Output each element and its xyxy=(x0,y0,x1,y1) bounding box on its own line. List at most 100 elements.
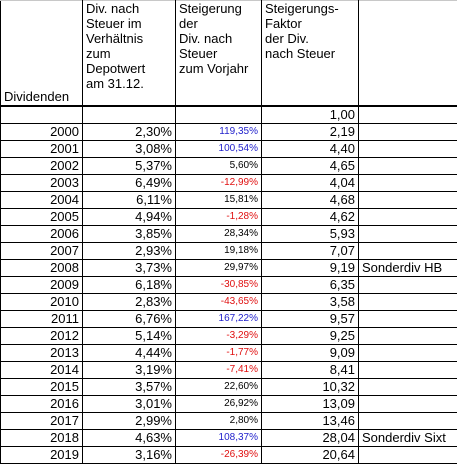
change-cell: -3,29% xyxy=(175,327,262,345)
factor-cell: 10,32 xyxy=(261,378,359,396)
header-line: Steigerung xyxy=(179,1,242,16)
factor-cell: 9,57 xyxy=(261,310,359,328)
note-cell xyxy=(358,191,457,209)
table-row: 2000 2,30% 119,35% 2,19 xyxy=(0,123,457,141)
header-cell xyxy=(358,0,457,107)
note-cell xyxy=(358,446,457,464)
yield-cell: 4,44% xyxy=(82,344,176,362)
yield-cell: 4,94% xyxy=(82,208,176,226)
yield-cell: 2,93% xyxy=(82,242,176,260)
header-line: der xyxy=(179,16,198,31)
yield-cell: 2,99% xyxy=(82,412,176,430)
yield-cell: 4,63% xyxy=(82,429,176,447)
table-row: 2009 6,18% -30,85% 6,35 xyxy=(0,276,457,294)
change-cell: 28,34% xyxy=(175,225,262,243)
yield-cell: 6,11% xyxy=(82,191,176,209)
header-line: Depotwert xyxy=(86,61,146,76)
table-row: 1,00 xyxy=(0,106,457,124)
factor-cell: 4,68 xyxy=(261,191,359,209)
change-cell: 29,97% xyxy=(175,259,262,277)
table-row: 2017 2,99% 2,80% 13,46 xyxy=(0,412,457,430)
yield-cell: 5,14% xyxy=(82,327,176,345)
year-cell: 2016 xyxy=(0,395,83,413)
table-row: 2014 3,19% -7,41% 8,41 xyxy=(0,361,457,379)
table-row: 2001 3,08% 100,54% 4,40 xyxy=(0,140,457,158)
header-cell: Div. nach Steuer im Verhältnis zum Depotwert… xyxy=(82,0,176,107)
year-cell: 2011 xyxy=(0,310,83,328)
table-row: 2018 4,63% 108,37% 28,04 Sonderdiv Sixt xyxy=(0,429,457,447)
header-line: zum xyxy=(86,46,111,61)
year-cell: 2019 xyxy=(0,446,83,464)
header-cell: Steigerungs- Faktor der Div. nach Steuer xyxy=(261,0,359,107)
factor-cell: 2,19 xyxy=(261,123,359,141)
yield-cell: 3,08% xyxy=(82,140,176,158)
table-row: 2015 3,57% 22,60% 10,32 xyxy=(0,378,457,396)
factor-cell: 13,09 xyxy=(261,395,359,413)
yield-cell: 2,30% xyxy=(82,123,176,141)
factor-cell: 8,41 xyxy=(261,361,359,379)
note-cell xyxy=(358,140,457,158)
factor-cell: 5,93 xyxy=(261,225,359,243)
yield-cell: 3,19% xyxy=(82,361,176,379)
note-cell xyxy=(358,157,457,175)
change-cell: 108,37% xyxy=(175,429,262,447)
yield-cell: 2,83% xyxy=(82,293,176,311)
factor-cell: 20,64 xyxy=(261,446,359,464)
header-line: Steigerungs- xyxy=(265,1,339,16)
yield-cell: 6,49% xyxy=(82,174,176,192)
year-cell: 2017 xyxy=(0,412,83,430)
table-row: 2010 2,83% -43,65% 3,58 xyxy=(0,293,457,311)
yield-cell: 6,18% xyxy=(82,276,176,294)
factor-cell: 1,00 xyxy=(261,106,359,124)
yield-cell: 6,76% xyxy=(82,310,176,328)
note-cell xyxy=(358,378,457,396)
yield-cell: 3,73% xyxy=(82,259,176,277)
note-cell xyxy=(358,123,457,141)
year-cell xyxy=(0,106,83,124)
factor-cell: 4,40 xyxy=(261,140,359,158)
year-cell: 2012 xyxy=(0,327,83,345)
change-cell: -30,85% xyxy=(175,276,262,294)
table-row: 2004 6,11% 15,81% 4,68 xyxy=(0,191,457,209)
change-cell: -12,99% xyxy=(175,174,262,192)
header-cell: Steigerung der Div. nach Steuer zum Vorjahr xyxy=(175,0,262,107)
note-cell xyxy=(358,310,457,328)
header-line: am 31.12. xyxy=(86,76,144,91)
table-row: 2011 6,76% 167,22% 9,57 xyxy=(0,310,457,328)
header-line: Div. nach xyxy=(179,31,233,46)
year-cell: 2001 xyxy=(0,140,83,158)
change-cell: 5,60% xyxy=(175,157,262,175)
header-line: Faktor xyxy=(265,16,302,31)
factor-cell: 4,62 xyxy=(261,208,359,226)
change-cell: 119,35% xyxy=(175,123,262,141)
change-cell: -7,41% xyxy=(175,361,262,379)
header-line: Steuer im xyxy=(86,16,142,31)
note-cell xyxy=(358,361,457,379)
year-cell: 2009 xyxy=(0,276,83,294)
factor-cell: 3,58 xyxy=(261,293,359,311)
factor-cell: 28,04 xyxy=(261,429,359,447)
yield-cell: 3,57% xyxy=(82,378,176,396)
table-row: 2013 4,44% -1,77% 9,09 xyxy=(0,344,457,362)
year-cell: 2018 xyxy=(0,429,83,447)
yield-cell xyxy=(82,106,176,124)
table-row: 2019 3,16% -26,39% 20,64 xyxy=(0,446,457,464)
note-cell xyxy=(358,327,457,345)
year-cell: 2003 xyxy=(0,174,83,192)
header-line: Steuer xyxy=(179,46,218,61)
note-cell: Sonderdiv Sixt xyxy=(358,429,457,447)
table-row: 2006 3,85% 28,34% 5,93 xyxy=(0,225,457,243)
change-cell: 100,54% xyxy=(175,140,262,158)
factor-cell: 6,35 xyxy=(261,276,359,294)
year-cell: 2013 xyxy=(0,344,83,362)
factor-cell: 9,19 xyxy=(261,259,359,277)
factor-cell: 4,65 xyxy=(261,157,359,175)
header-line: Verhältnis xyxy=(86,31,144,46)
change-cell: 19,18% xyxy=(175,242,262,260)
yield-cell: 3,16% xyxy=(82,446,176,464)
factor-cell: 4,04 xyxy=(261,174,359,192)
change-cell xyxy=(175,106,262,124)
